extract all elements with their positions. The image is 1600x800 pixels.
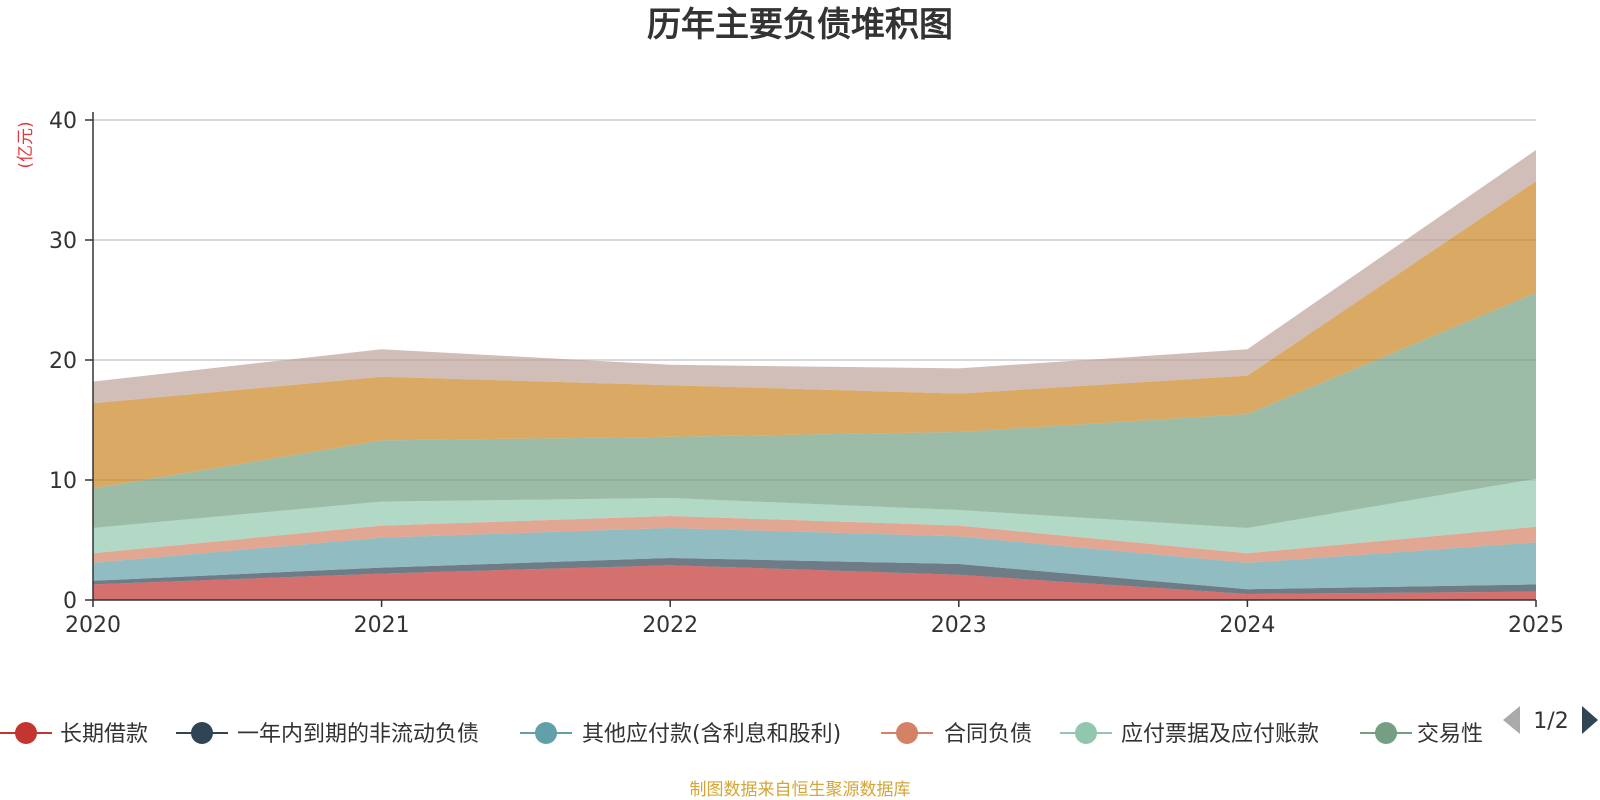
legend-item[interactable]: 长期借款 [0, 722, 148, 747]
legend-prev-icon[interactable] [1503, 706, 1520, 734]
legend-next-icon[interactable] [1582, 706, 1598, 734]
area-合同负债 [93, 516, 1536, 563]
x-tick-label: 2020 [65, 613, 121, 638]
y-tick-label: 10 [49, 469, 77, 494]
x-tick-label: 2021 [354, 613, 410, 638]
legend-label: 长期借款 [60, 722, 148, 747]
legend-label: 合同负债 [944, 722, 1032, 747]
legend-item[interactable]: 合同负债 [881, 722, 1032, 747]
area-应付票据及应付账款 [93, 478, 1536, 554]
area-交易性金融负债 [93, 292, 1536, 528]
axes [92, 112, 1536, 601]
legend-label: 一年内到期的非流动负债 [237, 722, 479, 747]
area-series [93, 150, 1536, 600]
y-tick-label: 30 [49, 229, 77, 254]
legend-page-indicator: 1/2 [1533, 709, 1568, 734]
legend-item[interactable]: 应付票据及应付账款 [1060, 722, 1319, 747]
area-其他应付款(含利息和股利) [93, 528, 1536, 590]
legend-label: 应付票据及应付账款 [1121, 722, 1319, 747]
legend-item[interactable]: 交易性 [1360, 722, 1483, 747]
x-tick-label: 2024 [1219, 613, 1275, 638]
chart-title: 历年主要负债堆积图 [647, 5, 953, 45]
area-一年内到期的非流动负债 [93, 558, 1536, 594]
data-source-note: 制图数据来自恒生聚源数据库 [690, 780, 911, 800]
area-长期借款 [93, 565, 1536, 600]
area-短期借款 [93, 181, 1536, 489]
legend-label: 交易性 [1417, 722, 1483, 747]
x-tick-label: 2025 [1508, 613, 1564, 638]
x-tick-label: 2023 [931, 613, 987, 638]
legend-marker [896, 722, 918, 744]
x-axis-ticks: 2020 2021 2022 2023 2024 2025 [65, 600, 1564, 638]
y-tick-label: 0 [63, 589, 77, 614]
area-其他 [93, 150, 1536, 404]
y-axis-ticks: 0 10 20 30 40 [49, 109, 93, 614]
legend-marker [1075, 722, 1097, 744]
legend-marker [1375, 722, 1397, 744]
legend-label: 其他应付款(含利息和股利) [582, 722, 841, 747]
legend-pager: 1/2 [1503, 706, 1598, 734]
legend-marker [191, 722, 213, 744]
legend-item[interactable]: 一年内到期的非流动负债 [176, 722, 479, 747]
legend-marker [15, 722, 37, 744]
legend-item[interactable]: 其他应付款(含利息和股利) [520, 722, 841, 747]
y-tick-label: 40 [49, 109, 77, 134]
y-axis-unit: (亿元) [16, 121, 36, 168]
x-tick-label: 2022 [642, 613, 698, 638]
legend-marker [535, 722, 557, 744]
y-tick-label: 20 [49, 349, 77, 374]
legend: 长期借款 一年内到期的非流动负债 其他应付款(含利息和股利) 合同负债 应付票据及应付账… [0, 722, 1483, 747]
